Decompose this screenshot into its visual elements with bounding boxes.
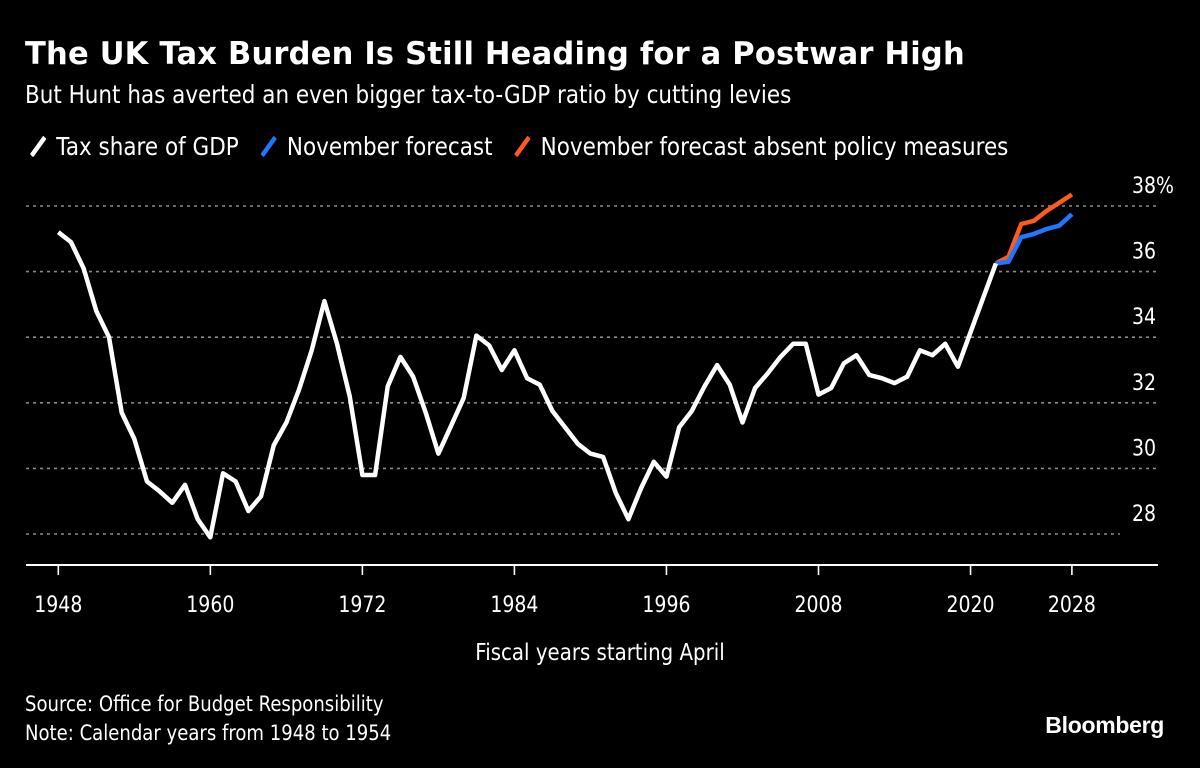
legend-item-november-forecast: November forecast: [258, 132, 493, 161]
legend-item-tax-share: Tax share of GDP: [27, 131, 239, 161]
x-axis-title-text: Fiscal years starting April: [475, 640, 725, 666]
x-tick-label-1972: 1972: [338, 592, 386, 618]
legend-label: November forecast absent policy measures: [540, 131, 1009, 161]
y-tick-label-36: 36: [1132, 238, 1156, 264]
x-tick-label-1996: 1996: [642, 592, 690, 618]
y-tick-label-34: 34: [1132, 304, 1156, 330]
x-tick-label-1948: 1948: [34, 592, 82, 618]
x-tick-label-1984: 1984: [490, 592, 538, 618]
gridlines: [26, 205, 1158, 535]
footer: Source: Office for Budget Responsibility…: [25, 690, 391, 748]
chart-subtitle: But Hunt has averted an even bigger tax-…: [25, 80, 792, 109]
y-tick-label-32: 32: [1132, 369, 1156, 395]
x-tick-label-1960: 1960: [186, 592, 234, 618]
legend: Tax share of GDP November forecast Novem…: [27, 130, 1027, 162]
series-line-november-forecast-absent-policy-measures: [994, 192, 1074, 266]
legend-label: November forecast: [286, 131, 493, 161]
legend-item-absent-policy: November forecast absent policy measures: [511, 131, 1009, 161]
y-tick-label-28: 28: [1132, 501, 1156, 527]
series-line-tax-share-of-gdp: [56, 230, 999, 540]
footnote: Note: Calendar years from 1948 to 1954: [25, 721, 392, 745]
x-axis-title: Fiscal years starting April: [0, 640, 1200, 666]
bloomberg-logo: Bloomberg: [1045, 712, 1164, 738]
chart-title: The UK Tax Burden Is Still Heading for a…: [25, 36, 965, 72]
y-axis: 28 30 32 34 36 38%: [1132, 173, 1174, 527]
x-axis: 1948 1960 1972 1984 1996 2008 2020 2028: [26, 564, 1158, 618]
x-tick-label-2008: 2008: [794, 592, 842, 618]
x-tick-label-2020: 2020: [946, 592, 994, 618]
y-tick-label-30: 30: [1132, 435, 1156, 461]
series-lines: [56, 192, 1074, 540]
series-line-november-forecast: [995, 212, 1074, 266]
source-note: Source: Office for Budget Responsibility: [25, 692, 384, 716]
legend-label: Tax share of GDP: [56, 131, 239, 161]
y-tick-label-38: 38%: [1132, 173, 1174, 199]
x-tick-label-2028: 2028: [1048, 592, 1096, 618]
